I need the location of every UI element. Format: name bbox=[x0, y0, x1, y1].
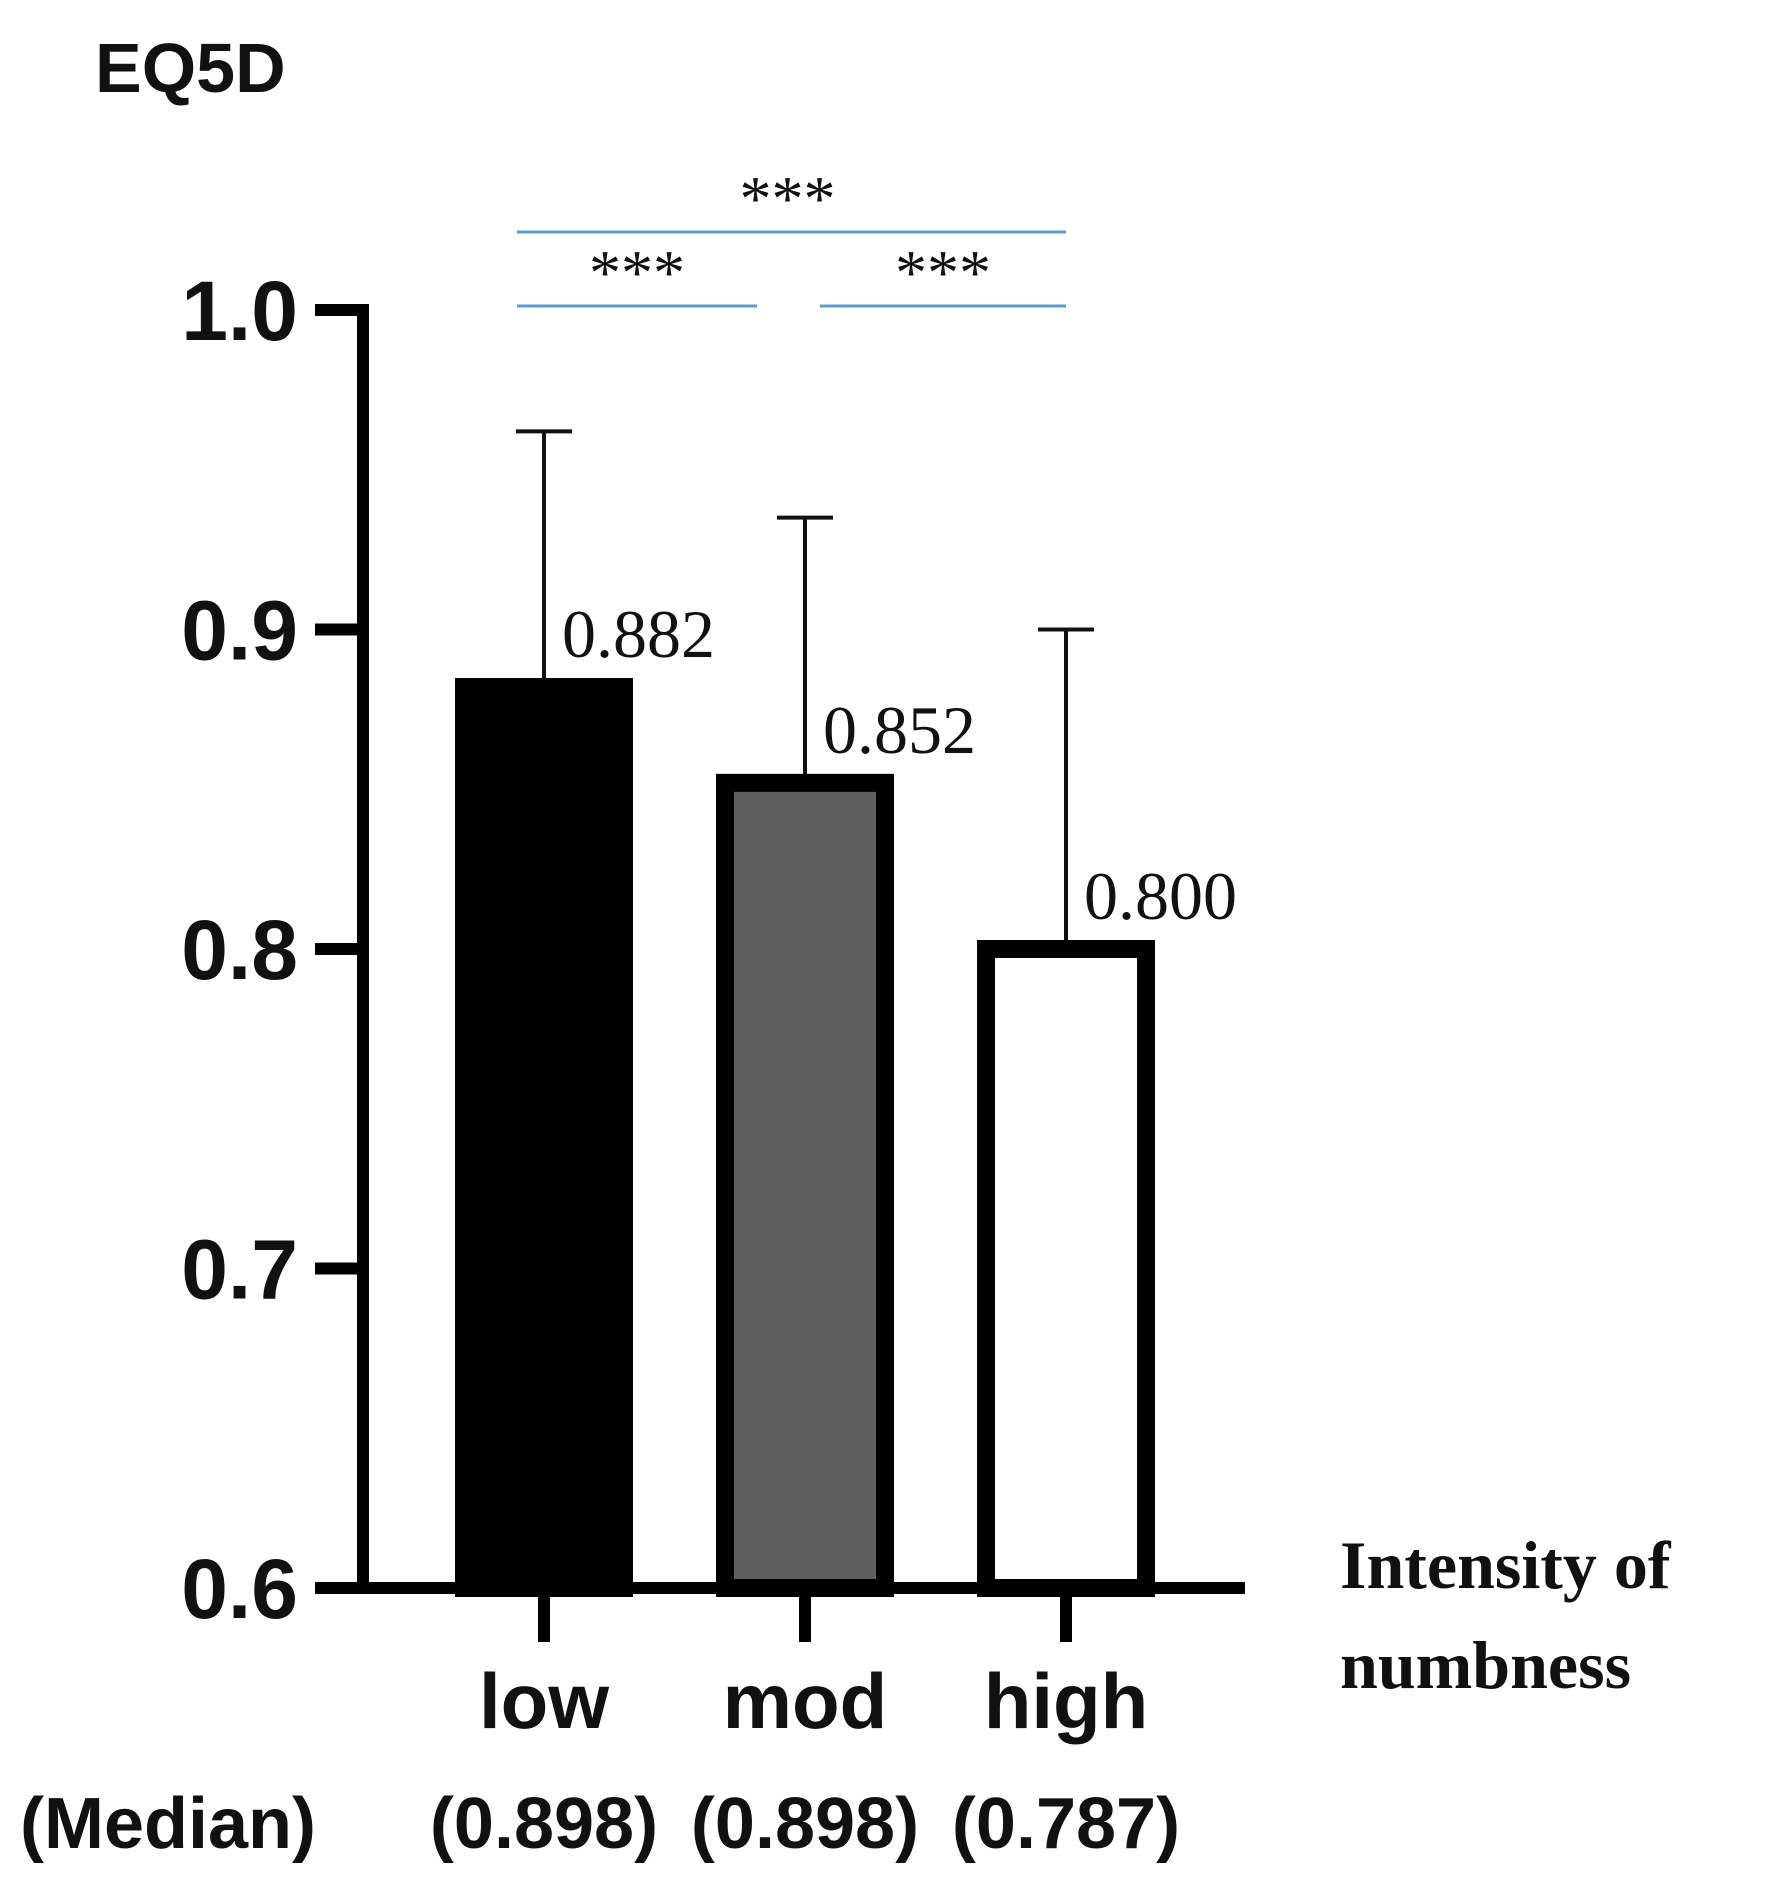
value-label-low: 0.882 bbox=[562, 596, 715, 672]
axes: low (0.898) mod (0.898) high (0.787) 0.6 0.7 0.8… bbox=[181, 264, 1245, 1864]
x-tick-label-high: high bbox=[984, 1657, 1149, 1745]
significance-stars-0: *** bbox=[740, 163, 836, 234]
y-tick-label: 0.8 bbox=[181, 903, 298, 997]
median-label-low: (0.898) bbox=[430, 1784, 658, 1864]
y-tick-label: 0.7 bbox=[181, 1223, 298, 1317]
x-axis-title-line2: numbness bbox=[1340, 1627, 1631, 1703]
bar-high bbox=[977, 940, 1155, 1597]
bar-mod bbox=[716, 773, 894, 1597]
y-tick-label: 0.6 bbox=[181, 1542, 298, 1636]
x-tick-label-low: low bbox=[479, 1657, 609, 1745]
significance-stars-1: *** bbox=[589, 237, 685, 308]
x-tick-label-mod: mod bbox=[723, 1657, 888, 1745]
median-label-mod: (0.898) bbox=[691, 1784, 919, 1864]
bar-low bbox=[455, 678, 633, 1597]
bars: 0.882 0.852 0.800 bbox=[455, 429, 1237, 1597]
y-tick-label: 0.9 bbox=[181, 584, 298, 678]
x-axis-title-line1: Intensity of bbox=[1340, 1527, 1672, 1603]
median-label-high: (0.787) bbox=[952, 1784, 1180, 1864]
value-label-high: 0.800 bbox=[1084, 858, 1237, 934]
median-row-label: (Median) bbox=[20, 1784, 316, 1864]
value-label-mod: 0.852 bbox=[823, 692, 976, 768]
y-axis-title: EQ5D bbox=[95, 29, 286, 107]
y-tick-label: 1.0 bbox=[181, 264, 298, 358]
significance-stars-2: *** bbox=[895, 237, 991, 308]
significance-brackets: *** *** *** bbox=[517, 163, 1066, 308]
